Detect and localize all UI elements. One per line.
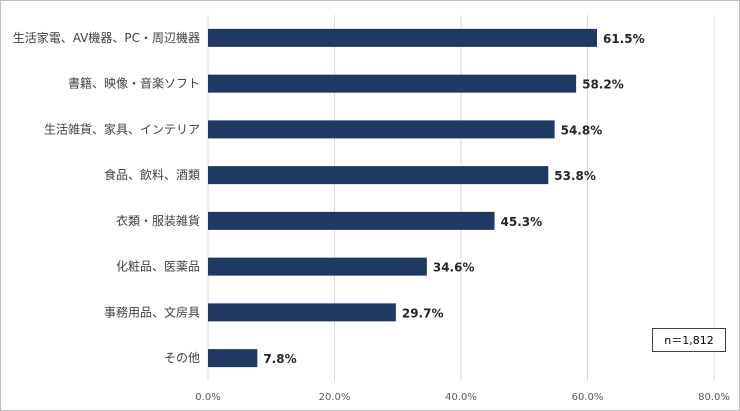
category-label: 化粧品、医薬品 (116, 260, 200, 274)
x-tick-label: 0.0% (195, 392, 220, 403)
data-label: 53.8% (554, 169, 596, 183)
x-tick-label: 40.0% (445, 392, 477, 403)
category-label: 書籍、映像・音楽ソフト (68, 76, 200, 91)
category-labels: 生活家電、AV機器、PC・周辺機器書籍、映像・音楽ソフト生活雑貨、家具、インテリ… (13, 30, 200, 365)
bar (208, 120, 555, 139)
x-tick-label: 20.0% (319, 392, 351, 403)
bar (208, 211, 495, 230)
bar (208, 28, 597, 47)
bar (208, 303, 396, 322)
data-label: 34.6% (433, 261, 475, 275)
x-tick-label: 60.0% (572, 392, 604, 403)
bar (208, 257, 427, 276)
category-label: 生活雑貨、家具、インテリア (44, 121, 200, 136)
data-label: 45.3% (501, 215, 543, 229)
bars (208, 28, 597, 368)
bar (208, 74, 577, 93)
x-tick-label: 80.0% (698, 392, 730, 403)
category-label: 衣類・服装雑貨 (116, 213, 200, 228)
x-tick-labels: 0.0% 20.0% 40.0% 60.0% 80.0% (195, 392, 730, 403)
data-label: 58.2% (582, 78, 624, 92)
bar (208, 349, 258, 368)
category-label: 生活家電、AV機器、PC・周辺機器 (13, 30, 200, 45)
data-label: 54.8% (561, 123, 603, 137)
category-label: その他 (164, 351, 200, 365)
category-label: 食品、飲料、酒類 (104, 167, 200, 182)
data-label: 61.5% (603, 32, 645, 46)
sample-size-annotation: n＝1,812 (652, 328, 726, 352)
data-label: 29.7% (402, 306, 444, 320)
bar (208, 166, 549, 185)
data-label: 7.8% (263, 352, 296, 366)
data-labels: 61.5% 58.2% 54.8% 53.8% 45.3% 34.6% 29.7% 7.8% (263, 32, 644, 366)
category-label: 事務用品、文房具 (104, 304, 200, 319)
gridlines (207, 15, 715, 381)
